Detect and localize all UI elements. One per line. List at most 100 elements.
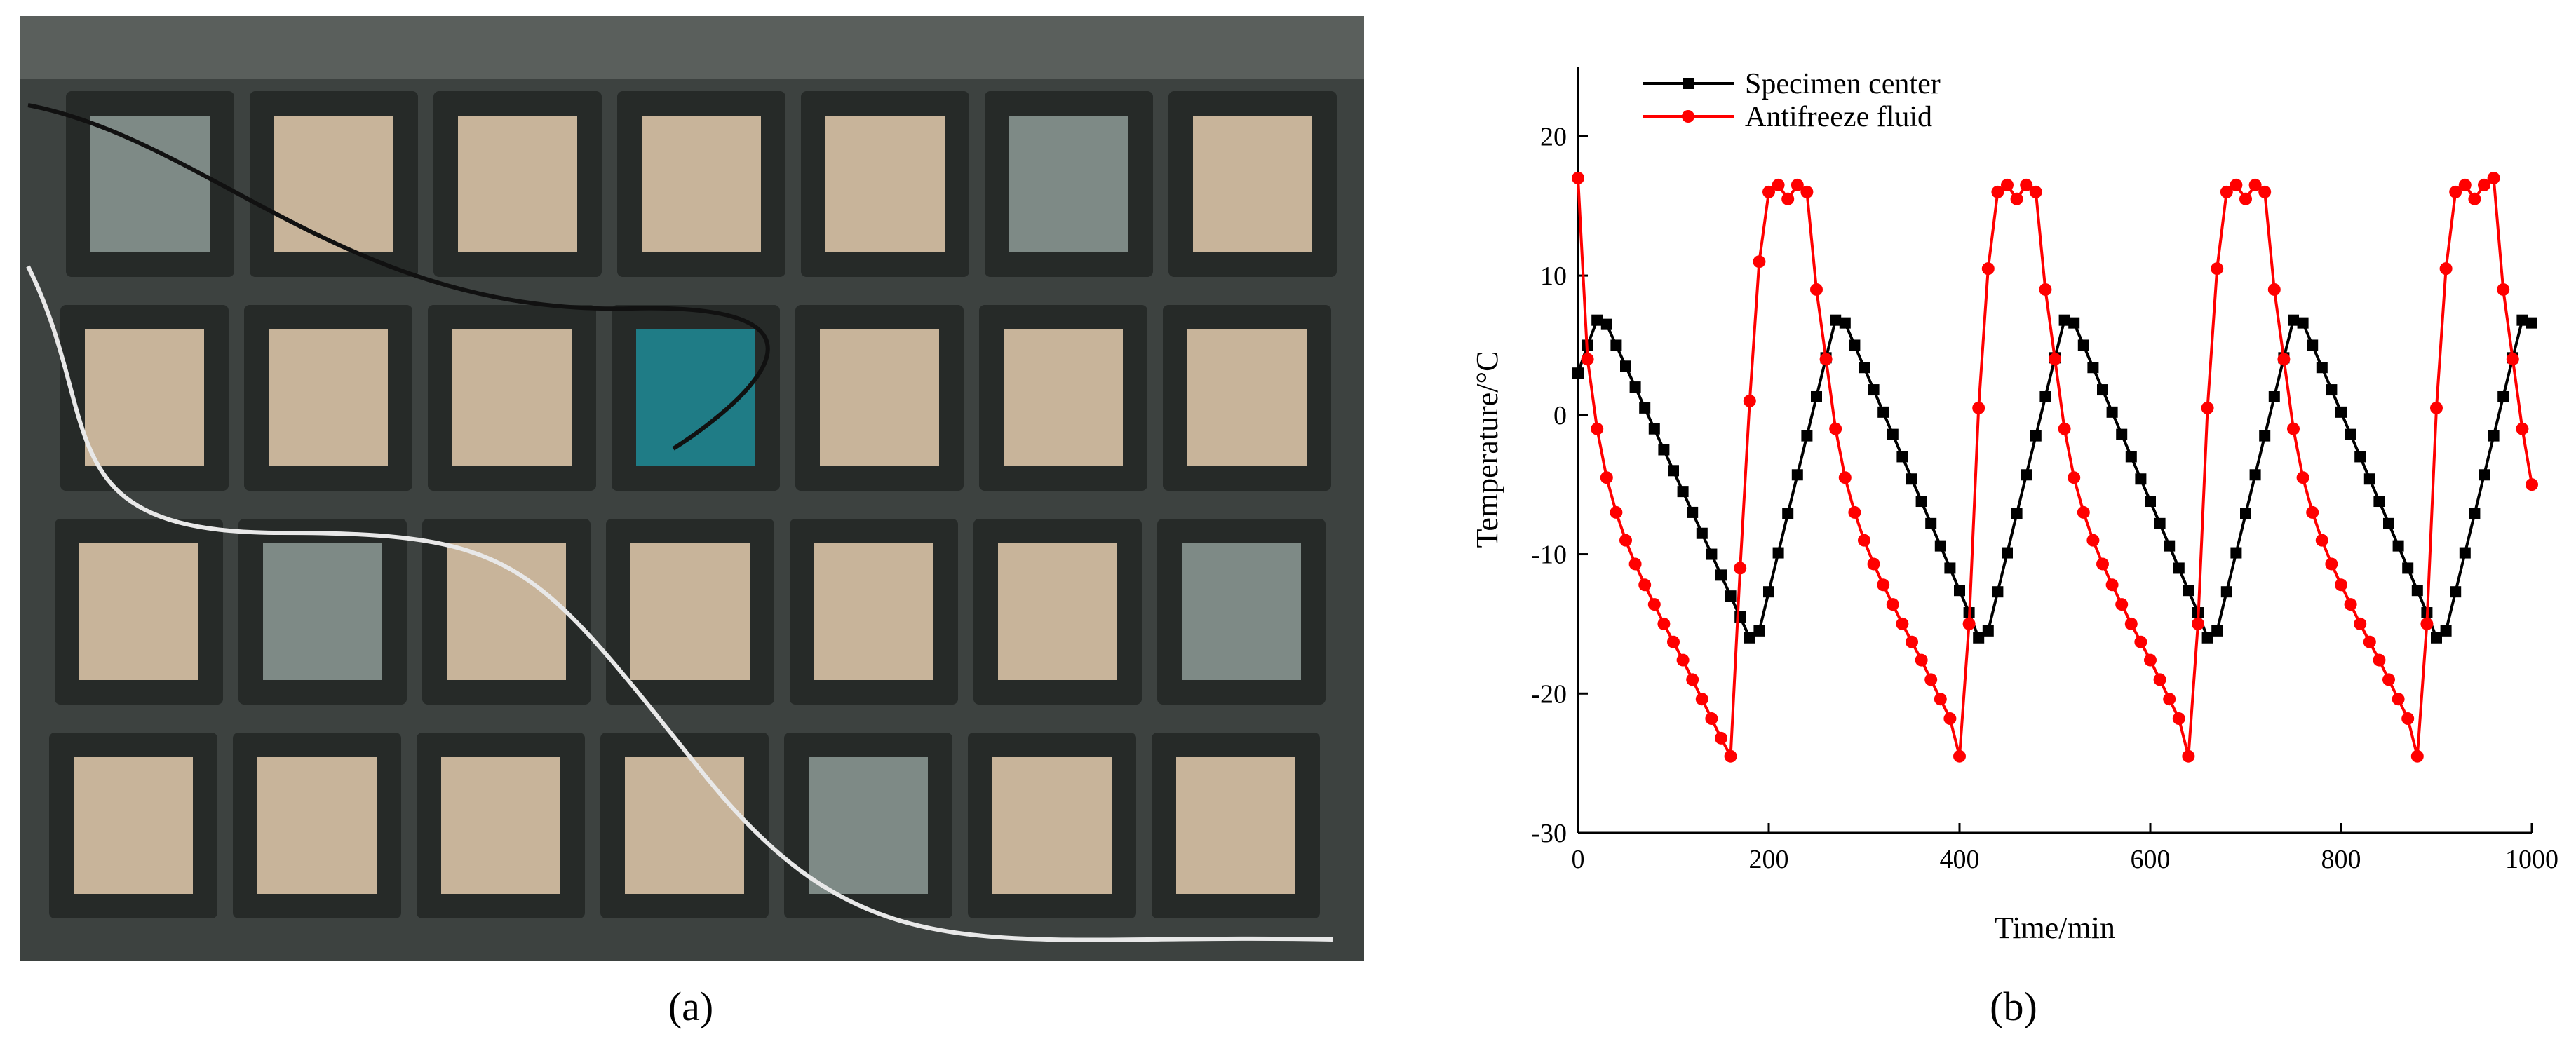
marker <box>1877 406 1889 418</box>
marker <box>1838 471 1852 484</box>
marker <box>1867 557 1880 571</box>
marker <box>1981 262 1995 276</box>
marker <box>1668 465 1679 477</box>
marker <box>1943 712 1957 726</box>
specimen <box>814 543 933 680</box>
x-tick-label: 200 <box>1749 845 1789 874</box>
marker <box>2039 390 2051 402</box>
marker <box>1619 534 1632 547</box>
marker <box>1647 598 1661 611</box>
marker <box>2182 749 2195 763</box>
marker <box>2125 451 2137 463</box>
marker <box>1725 590 1737 602</box>
marker <box>2469 508 2481 519</box>
marker <box>1724 749 1737 763</box>
specimen <box>441 757 560 894</box>
y-tick-label: -20 <box>1531 679 1567 709</box>
specimen <box>1187 329 1307 466</box>
marker <box>1896 451 1908 463</box>
marker <box>2439 262 2453 276</box>
marker <box>1629 381 1641 393</box>
marker <box>1667 635 1680 648</box>
marker <box>2287 422 2300 435</box>
marker <box>1572 367 1584 379</box>
series-line <box>1577 175 2533 762</box>
marker <box>1658 444 1670 456</box>
photo-rim <box>20 16 1364 79</box>
marker <box>1934 693 1947 706</box>
x-tick-label: 1000 <box>2505 845 2558 874</box>
marker <box>2468 192 2481 205</box>
x-tick-label: 0 <box>1572 845 1585 874</box>
marker <box>2248 178 2262 191</box>
marker <box>2306 505 2319 519</box>
specimen <box>1193 116 1312 252</box>
marker <box>1715 569 1727 581</box>
marker <box>1791 469 1803 481</box>
specimen <box>458 116 577 252</box>
marker <box>1734 562 1747 575</box>
marker <box>1610 505 1623 519</box>
marker <box>2058 422 2071 435</box>
marker <box>2020 178 2033 191</box>
marker <box>2097 384 2108 396</box>
marker <box>2001 178 2014 191</box>
specimen <box>992 757 1112 894</box>
marker <box>1791 178 1804 191</box>
specimen <box>625 757 744 894</box>
marker <box>2220 586 2232 598</box>
marker <box>1819 353 1833 366</box>
marker <box>1581 353 1594 366</box>
marker <box>1782 508 1794 519</box>
y-axis-label: Temperature/°C <box>1470 351 1504 548</box>
legend-marker <box>1683 78 1694 89</box>
marker <box>2354 617 2367 630</box>
marker <box>2268 390 2280 402</box>
cable <box>27 103 770 451</box>
marker <box>1849 339 1861 351</box>
marker <box>1962 617 1976 630</box>
marker <box>2153 673 2166 686</box>
marker <box>2239 192 2252 205</box>
marker <box>2201 632 2213 644</box>
marker <box>1801 430 1813 442</box>
marker <box>2354 451 2366 463</box>
marker <box>1915 653 1928 667</box>
marker <box>2459 547 2471 559</box>
marker <box>2115 598 2129 611</box>
marker <box>2249 469 2261 481</box>
marker <box>2344 598 2357 611</box>
marker <box>1944 562 1956 574</box>
marker <box>1915 496 1927 508</box>
specimen <box>85 329 204 466</box>
marker <box>1781 192 1795 205</box>
marker <box>1591 422 1604 435</box>
marker <box>2134 635 2147 648</box>
marker <box>2497 390 2509 402</box>
marker <box>2058 314 2070 326</box>
specimen <box>263 543 382 680</box>
marker <box>1695 693 1708 706</box>
marker <box>1715 731 1727 745</box>
marker <box>2039 283 2052 296</box>
specimen <box>642 116 761 252</box>
specimen <box>269 329 388 466</box>
marker <box>2392 540 2404 552</box>
marker <box>2135 473 2147 485</box>
specimen <box>1009 116 1128 252</box>
marker <box>2382 673 2395 686</box>
marker <box>1973 632 1985 644</box>
marker <box>2029 185 2042 198</box>
marker <box>1982 625 1994 637</box>
marker <box>2030 430 2042 442</box>
x-axis-label: Time/min <box>1995 911 2115 945</box>
marker <box>1657 617 1671 630</box>
marker <box>2345 428 2356 440</box>
marker <box>1744 632 1755 644</box>
marker <box>2106 406 2118 418</box>
marker <box>2220 185 2233 198</box>
marker <box>1829 422 1842 435</box>
marker <box>1686 673 1699 686</box>
marker <box>2288 314 2299 326</box>
marker <box>1676 653 1690 667</box>
